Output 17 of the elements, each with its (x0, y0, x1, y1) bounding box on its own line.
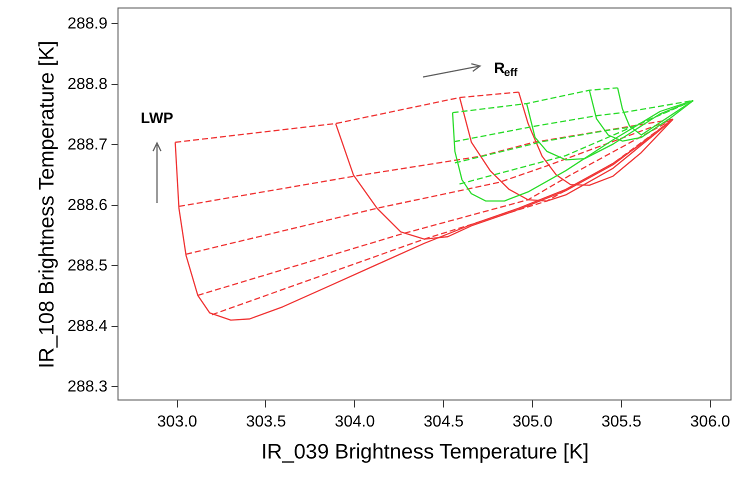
x-tick-label: 304.5 (424, 414, 464, 430)
y-tick-label: 288.7 (67, 136, 108, 154)
y-tick-label: 288.6 (67, 197, 108, 214)
x-tick-label: 303.5 (246, 414, 286, 430)
y-axis-title: IR_108 Brightness Temperature [K] (35, 40, 58, 368)
x-tick-label: 304.0 (334, 414, 375, 430)
y-tick-label: 288.8 (67, 76, 108, 94)
y-tick-label: 288.9 (67, 16, 108, 33)
x-tick-label: 306.0 (690, 414, 730, 430)
y-tick-label: 288.4 (67, 318, 108, 336)
y-tick-label: 288.3 (67, 378, 108, 396)
y-tick-label: 288.5 (67, 258, 108, 275)
x-tick-label: 305.0 (512, 414, 553, 430)
x-tick-label: 305.5 (601, 414, 642, 430)
annotation: LWP (140, 110, 174, 127)
x-axis-title: IR_039 Brightness Temperature [K] (261, 440, 589, 464)
x-tick-label: 303.0 (157, 414, 198, 430)
